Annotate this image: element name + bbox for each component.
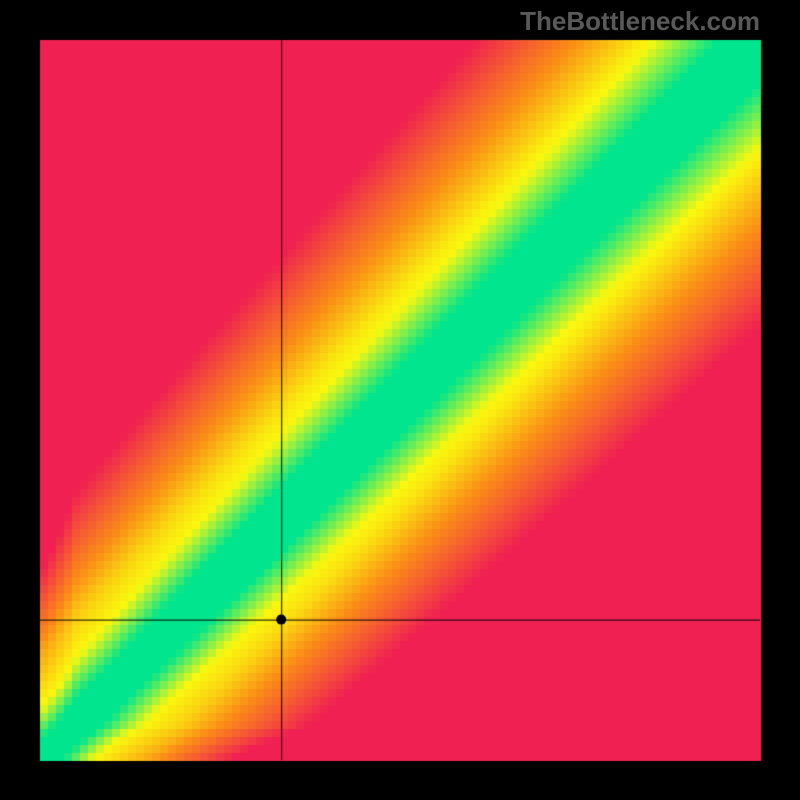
bottleneck-heatmap (0, 0, 800, 800)
watermark-text: TheBottleneck.com (520, 6, 760, 37)
